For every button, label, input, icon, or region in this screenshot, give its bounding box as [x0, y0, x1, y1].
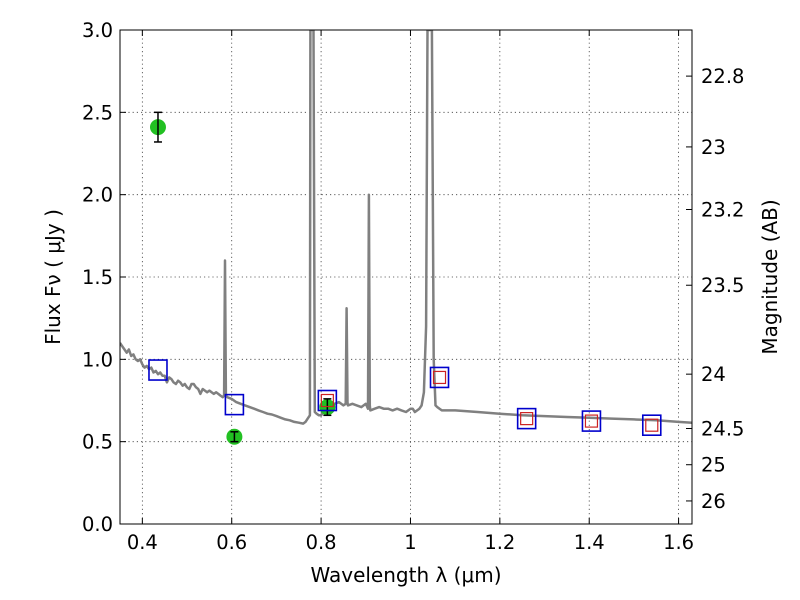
grid-lines — [120, 30, 692, 524]
right-tick-label: 26 — [701, 490, 726, 513]
model-flux-square — [516, 407, 537, 430]
model-flux-square — [224, 393, 245, 416]
model-flux-square-inner — [520, 412, 534, 426]
y-tick-label: 1.5 — [82, 266, 113, 289]
right-tick-label: 23.5 — [701, 274, 744, 297]
x-axis-label: Wavelength λ (μm) — [310, 563, 501, 587]
x-tick-label: 1 — [404, 531, 416, 554]
x-tick-label: 1.2 — [484, 531, 515, 554]
y-tick-label: 2.5 — [82, 101, 113, 124]
y-tick-label: 3.0 — [82, 19, 113, 42]
right-tick-label: 25 — [701, 454, 726, 477]
right-tick-label: 23 — [701, 136, 726, 159]
x-tick-label: 0.8 — [306, 531, 337, 554]
model-flux-square — [429, 366, 450, 389]
right-tick-label: 24 — [701, 363, 726, 386]
model-flux-square-inner — [432, 370, 447, 385]
x-tick-label: 0.6 — [216, 531, 247, 554]
model-spectrum-line — [120, 30, 692, 425]
x-tick-label: 0.4 — [127, 531, 158, 554]
x-tick-label: 1.6 — [663, 531, 694, 554]
model-flux-square-inner — [645, 418, 659, 432]
right-tick-label: 22.8 — [701, 65, 744, 88]
model-flux-square — [641, 414, 662, 437]
plot-data — [120, 30, 692, 445]
y-tick-label: 2.0 — [82, 184, 113, 207]
model-flux-square-inner — [320, 393, 334, 408]
right-axis-label: Magnitude (AB) — [758, 199, 782, 354]
x-tick-label: 1.4 — [574, 531, 605, 554]
y-axis-label: Flux Fν ( μJy ) — [41, 209, 65, 345]
y-tick-label: 0.0 — [82, 513, 113, 536]
model-flux-square-inner — [584, 414, 599, 428]
right-tick-label: 23.2 — [701, 198, 744, 221]
axis-ticks: 0.4 0.6 0.8 1 1.2 1.4 1.6 0.0 0.5 1.0 1.5 2.0 2.5 3.0… — [82, 19, 744, 554]
model-flux-square — [581, 410, 602, 432]
right-tick-label: 24.5 — [701, 417, 744, 440]
model-flux-square — [148, 359, 168, 381]
y-tick-label: 0.5 — [82, 431, 113, 454]
y-tick-label: 1.0 — [82, 348, 113, 371]
model-flux-square — [317, 389, 338, 412]
